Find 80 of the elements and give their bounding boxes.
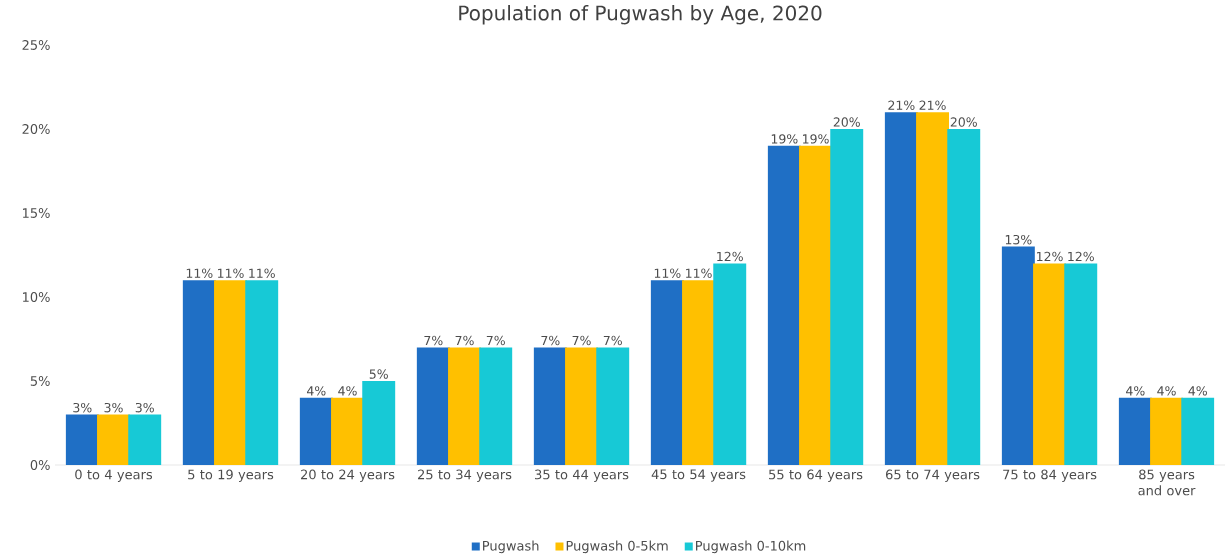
bar [650,280,684,465]
legend-label: Pugwash 0-10km [696,540,806,554]
data-label: 12% [1037,251,1063,262]
bar [214,280,247,465]
data-label: 7% [486,335,505,346]
data-label: 11% [218,268,244,278]
data-label: 4% [307,386,326,396]
data-label: 11% [249,268,275,278]
data-label: 12% [717,251,743,262]
data-label: 19% [771,134,798,144]
bar [1064,263,1098,465]
x-tick-label: 0 to 4 years [75,469,153,482]
x-tick-label: 85 years and over [1138,469,1196,496]
data-label: 19% [803,134,829,144]
y-tick-label: 10% [23,292,50,302]
bar [1118,397,1152,465]
bar [1001,246,1035,465]
data-label: 21% [919,100,946,110]
data-label: 3% [104,402,123,413]
bar [713,263,747,465]
data-label: 7% [424,335,443,346]
x-tick-label: 5 to 19 years [188,469,274,482]
bar [65,414,99,465]
legend-label: Pugwash 0-5km [566,540,668,554]
bar [884,112,918,465]
data-label: 11% [686,268,712,278]
data-label: 4% [1126,386,1145,396]
bar [182,280,216,465]
x-tick-label: 45 to 54 years [651,469,746,482]
data-label: 13% [1005,234,1032,245]
bar [1033,263,1067,465]
bar [533,347,567,465]
data-label: 7% [455,335,474,346]
bar [479,347,513,465]
bar [128,414,162,465]
bar [1181,397,1215,465]
y-tick-label: 5% [30,376,50,386]
y-tick-label: 25% [22,40,50,50]
bar [448,347,481,465]
data-label: 21% [888,100,915,110]
data-label: 4% [338,386,357,396]
y-tick-label: 0% [30,460,50,470]
data-label: 12% [1068,251,1094,262]
data-label: 4% [1188,386,1207,396]
data-label: 3% [135,402,154,413]
bar [596,347,630,465]
bar [245,280,279,465]
bar [916,112,950,465]
y-tick-label: 20% [22,124,50,134]
data-label: 20% [833,117,860,127]
data-label: 7% [541,335,560,346]
x-tick-label: 65 to 74 years [886,469,980,482]
data-label: 7% [603,335,622,346]
x-tick-label: 55 to 64 years [769,469,863,482]
data-label: 4% [1157,386,1176,396]
legend-label: Pugwash [483,540,539,554]
x-tick-label: 75 to 84 years [1003,469,1097,482]
x-tick-label: 25 to 34 years [418,469,512,482]
data-label: 11% [654,268,681,278]
bar [331,397,364,465]
bar [767,145,801,465]
bar [416,347,450,465]
x-tick-label: 35 to 44 years [535,469,629,482]
bar [799,145,832,465]
data-label: 20% [950,117,977,127]
bar [97,414,130,465]
data-label: 5% [369,369,388,379]
x-tick-label: 20 to 24 years [301,469,395,482]
data-label: 3% [73,402,92,413]
data-label: 11% [186,268,213,278]
bar [299,397,333,465]
bar [830,129,864,465]
bar [1150,397,1184,465]
chart-title: Population of Pugwash by Age, 2020 [459,5,822,25]
bar [682,280,715,465]
bar [565,347,598,465]
bar [947,129,981,465]
bar [362,381,396,465]
y-tick-label: 15% [23,208,50,218]
data-label: 7% [572,335,591,346]
